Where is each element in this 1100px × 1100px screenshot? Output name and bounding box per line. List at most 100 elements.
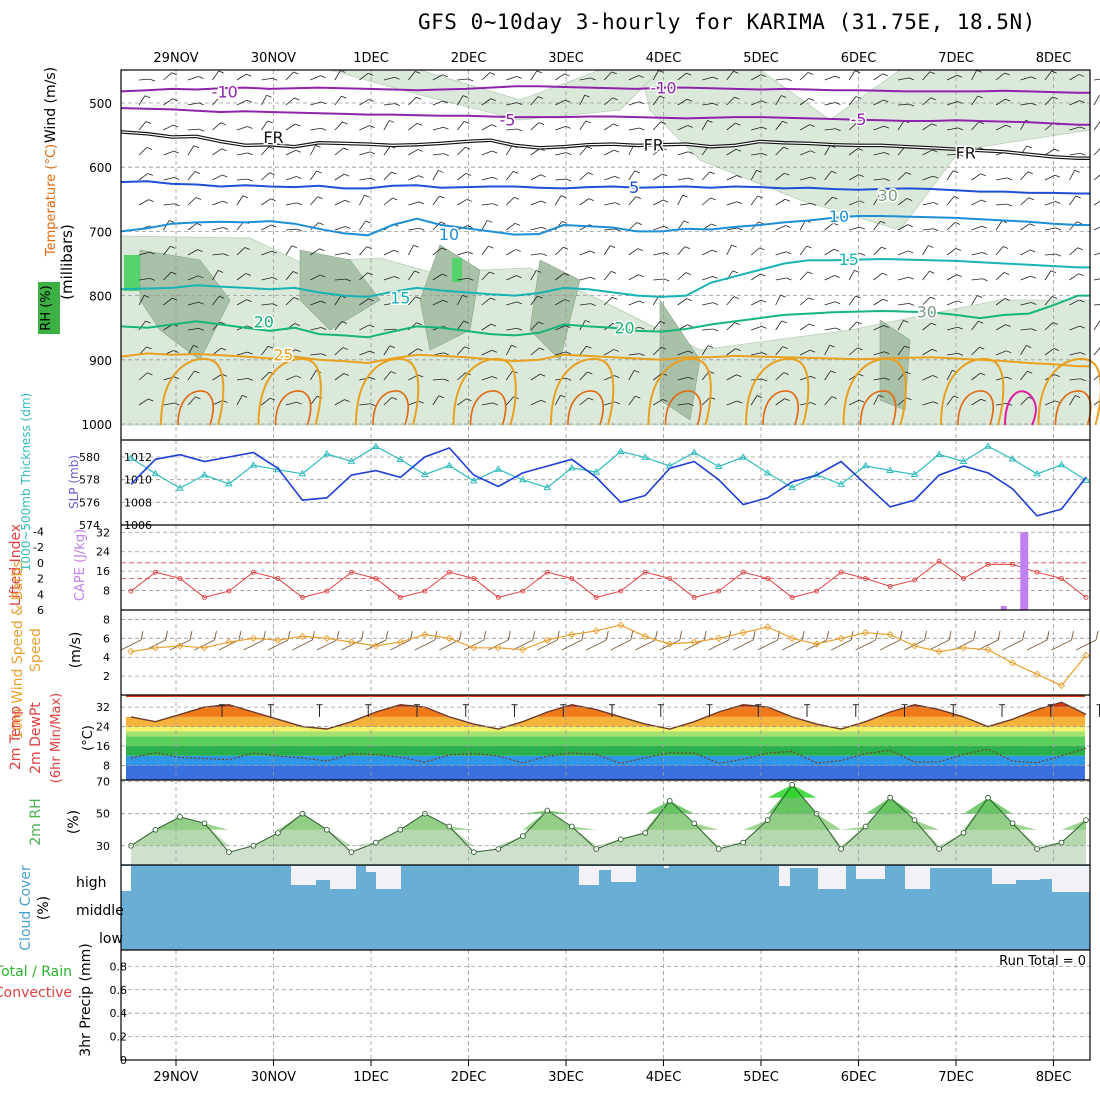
wind-barb — [1020, 249, 1031, 256]
thickness-marker — [641, 453, 650, 460]
wind-barb-flag — [685, 272, 691, 275]
wind-barb-flag — [220, 122, 226, 126]
wind-barb — [554, 195, 562, 206]
wind-barb-flag — [194, 370, 200, 374]
wind-barb — [897, 345, 905, 356]
wind-barb-10m-flag — [679, 630, 683, 641]
date-label-top: 1DEC — [353, 51, 389, 66]
wind-barb-flag — [174, 203, 180, 207]
wind-barb — [1020, 328, 1032, 331]
date-label-bottom: 7DEC — [938, 1070, 974, 1085]
wind-barb — [750, 395, 758, 406]
rh-marker — [348, 849, 355, 856]
wind-barb — [383, 345, 391, 356]
wind-barb-flag — [834, 275, 840, 278]
thickness-marker — [567, 463, 576, 471]
wind-barb-flag — [952, 170, 959, 174]
wind-barb — [702, 103, 714, 106]
wind-barb — [138, 295, 145, 306]
wind-barb-flag — [590, 276, 596, 280]
cape-tick-label: 32 — [96, 526, 110, 539]
wind-barb — [310, 396, 318, 406]
wind-barb — [628, 300, 640, 306]
wind-barb — [310, 196, 319, 206]
wind-barb-flag — [272, 77, 278, 81]
wind-barb — [898, 77, 909, 81]
thickness-marker — [200, 470, 209, 478]
wind-barb-10m — [977, 639, 999, 651]
wind-barb-flag — [1055, 400, 1061, 404]
wind-barb — [456, 95, 464, 106]
wind-barb — [236, 299, 247, 306]
date-label-bottom: 8DEC — [1036, 1070, 1072, 1085]
wind-barb-flag — [1031, 302, 1037, 305]
wind-barb-flag — [516, 102, 523, 106]
wind-barb-flag — [881, 246, 887, 250]
wind-barb — [481, 376, 493, 381]
wind-barb — [848, 200, 860, 206]
wind-barb-flag — [492, 402, 498, 406]
date-label-top: 29NOV — [153, 51, 198, 66]
wind-barb-10m-flag — [507, 630, 511, 641]
wind-barb — [824, 344, 830, 356]
wind-barb-10m — [169, 639, 191, 651]
rh-marker — [617, 836, 624, 843]
wind-barb-flag — [198, 328, 205, 331]
wind-barb-flag — [537, 295, 543, 299]
wind-speed-marker — [910, 642, 919, 650]
wind-barb-flag — [759, 247, 765, 251]
wind-barb — [946, 326, 958, 331]
wind-barb-flag — [516, 275, 522, 279]
wind-barb — [922, 71, 931, 81]
wind-barb-flag — [953, 196, 960, 199]
wind-barb-flag — [462, 95, 469, 99]
wind-barb-flag — [219, 295, 225, 299]
li-marker — [667, 576, 673, 581]
li-marker — [936, 558, 942, 564]
wind-barb — [530, 200, 542, 206]
wind-speed-marker — [274, 636, 282, 644]
wind-barb-flag — [295, 149, 302, 153]
wind-barb — [285, 401, 297, 406]
wind-barb-flag — [172, 98, 178, 102]
wind-barb — [310, 101, 322, 106]
wind-barb — [555, 152, 567, 156]
wind-barb-flag — [613, 349, 619, 352]
wind-barb — [604, 123, 614, 131]
wind-barb — [187, 370, 195, 381]
temp-unit-label: (°C) — [81, 725, 96, 751]
wind-barb-10m — [904, 639, 925, 651]
wind-barb-flag — [710, 197, 716, 201]
wind-barb-flag — [756, 395, 763, 399]
wind-barb-flag — [932, 175, 939, 179]
wind-barb-flag — [882, 298, 889, 302]
wind-barb-flag — [830, 370, 836, 374]
wind-barb — [873, 325, 884, 331]
wind-barb — [1044, 96, 1053, 106]
wind-barb-flag — [883, 125, 890, 129]
wind10-axis-label: 10m Wind Speed & Barbs — [10, 560, 26, 739]
wind-barb-flag — [391, 397, 398, 400]
wind-barb — [677, 98, 688, 106]
wind-barb — [481, 297, 491, 306]
precip-total-rain-label: Total / Rain — [0, 964, 72, 980]
wind-barb — [946, 370, 953, 381]
wind-barb-flag — [296, 202, 302, 206]
wind-barb-flag — [1006, 177, 1012, 181]
wind-barb-flag — [1004, 72, 1010, 76]
rh-marker — [740, 839, 747, 846]
wind-barb-flag — [585, 120, 592, 124]
wind-barb-flag — [1028, 197, 1034, 201]
wind-barb-flag — [757, 195, 763, 199]
wind-barb — [457, 147, 466, 156]
wind-barb — [775, 372, 785, 381]
wind-barb-flag — [489, 72, 496, 75]
wind-barb-flag — [712, 103, 719, 106]
wind-barb — [261, 198, 271, 206]
wind-barb — [383, 120, 390, 131]
wind-barb-flag — [489, 271, 495, 275]
wind-barb-flag — [957, 153, 964, 157]
wind-barb — [1093, 278, 1100, 281]
wind-barb-flag — [443, 352, 449, 356]
wind-barb — [677, 125, 688, 131]
